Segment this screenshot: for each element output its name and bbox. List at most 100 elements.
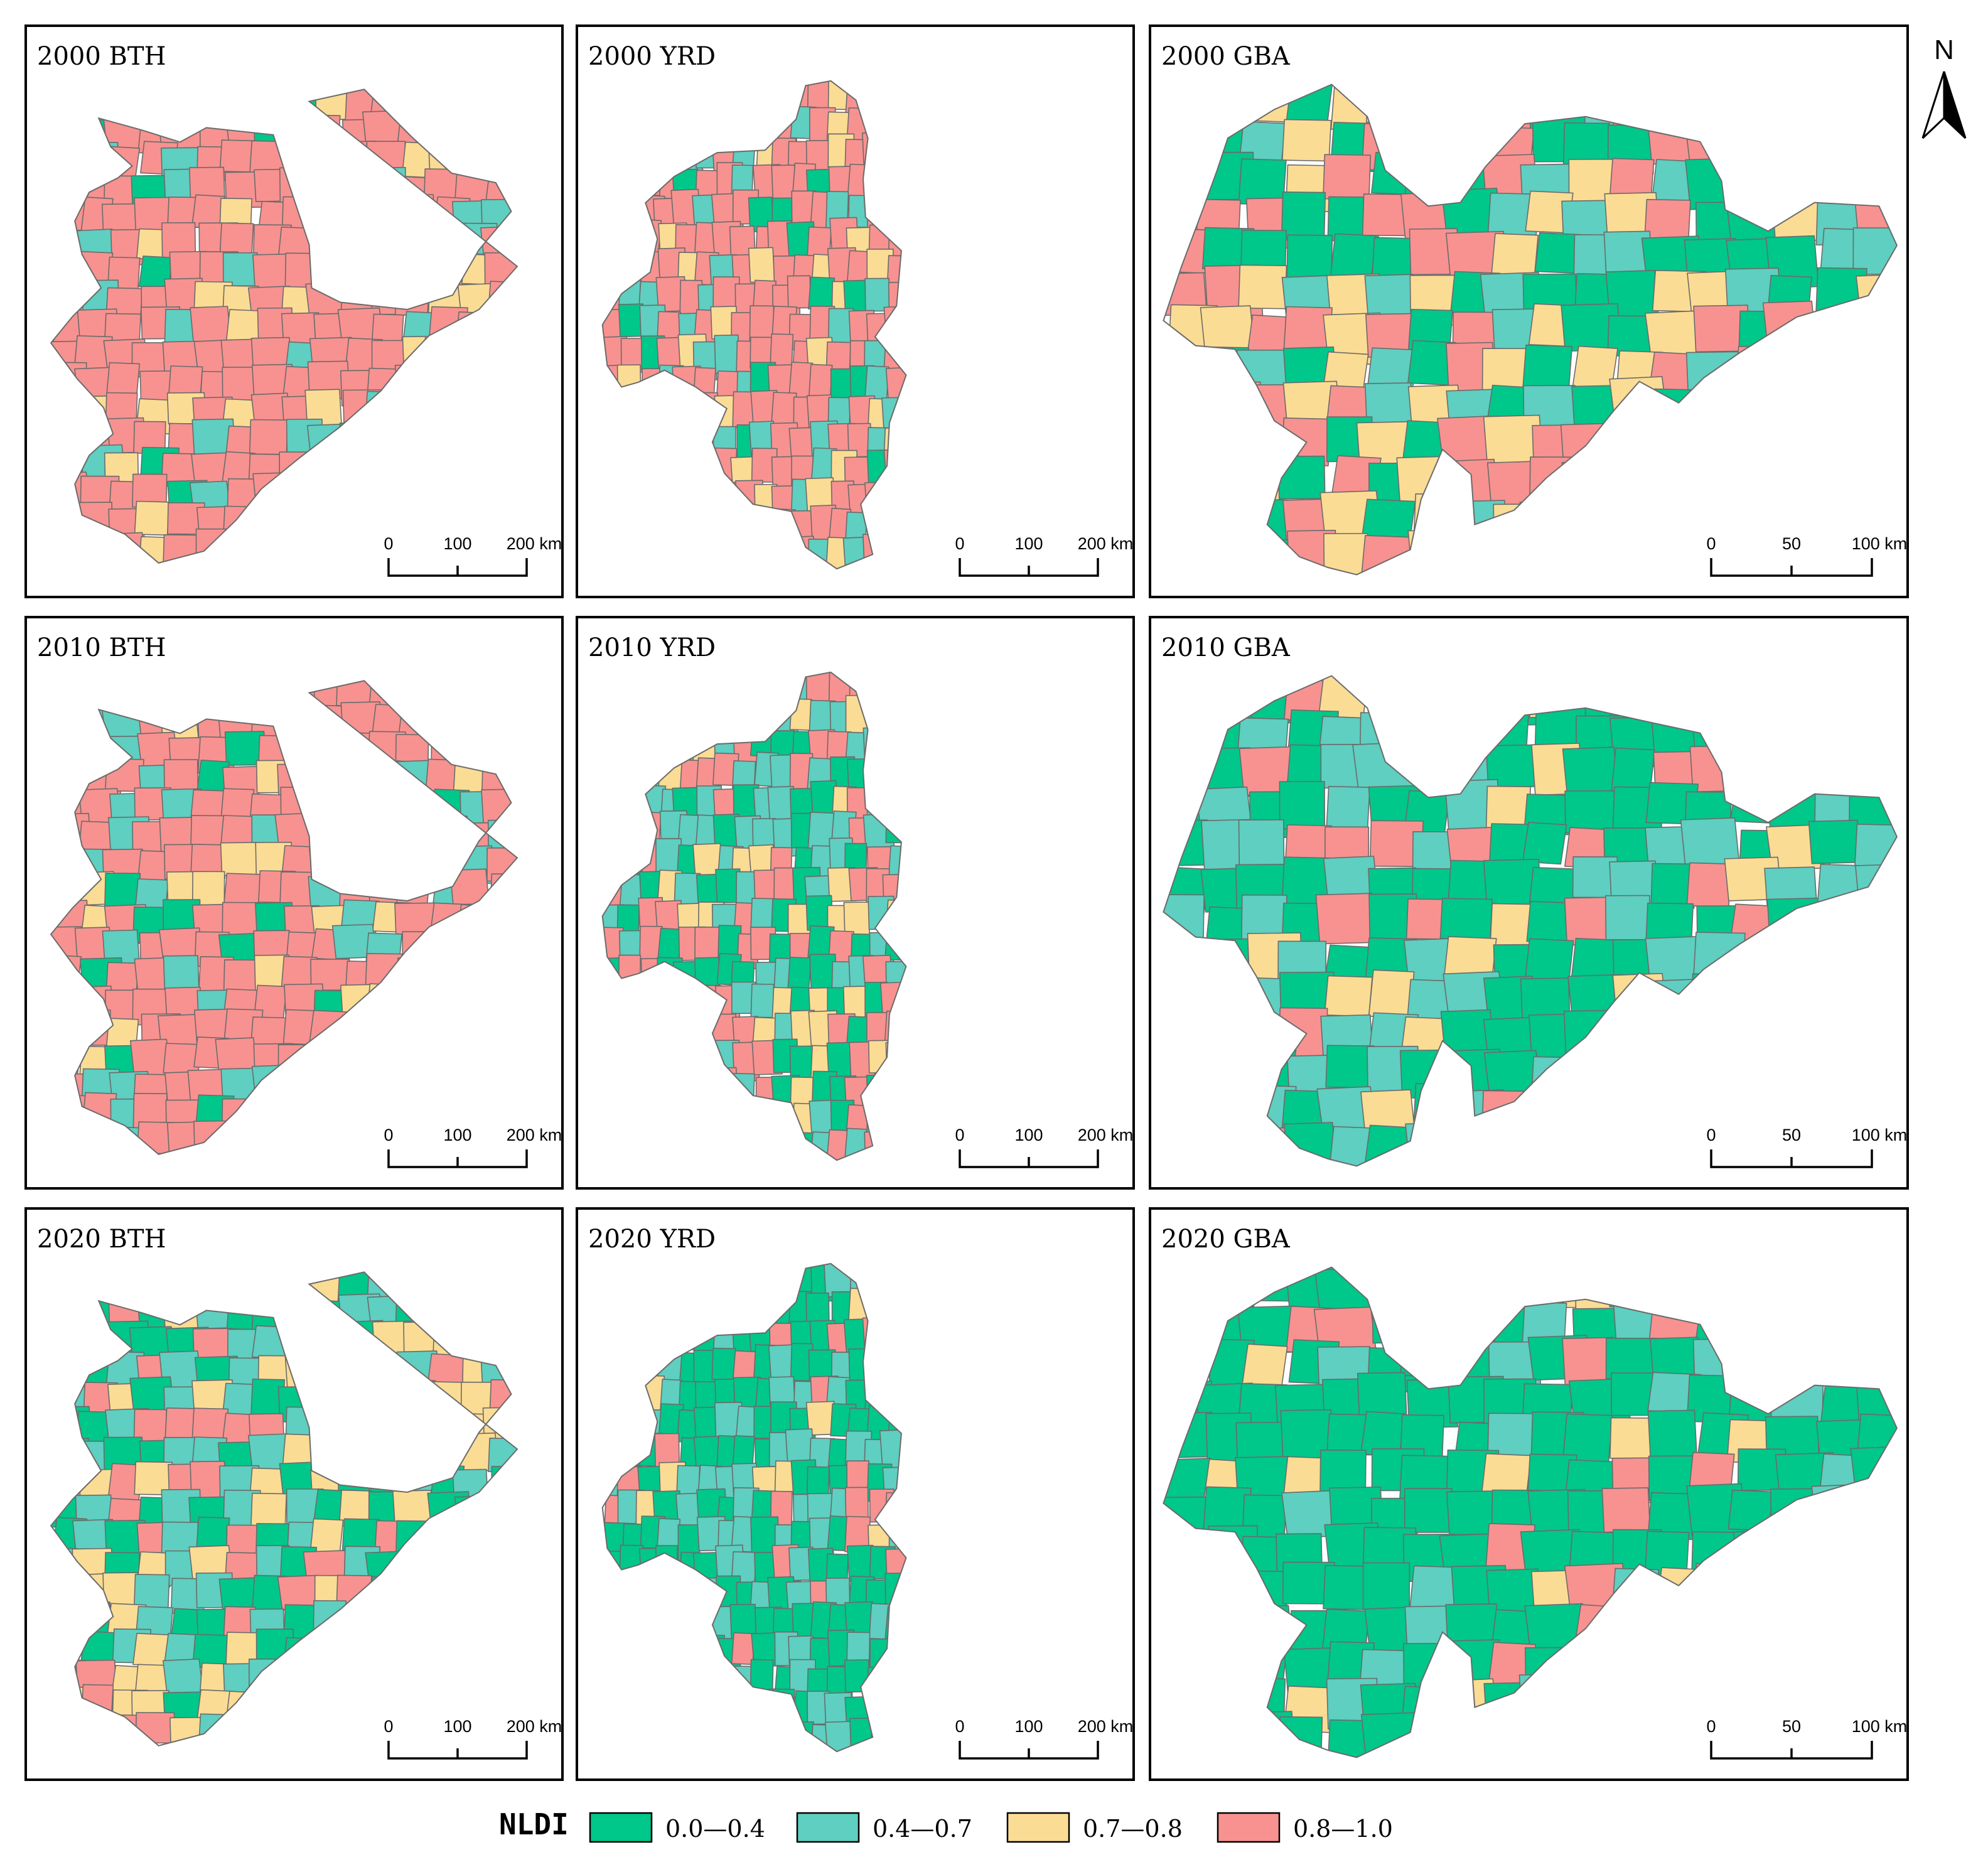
legend-label: 0.0—0.4 bbox=[665, 1815, 765, 1843]
north-arrow-left-icon bbox=[1921, 71, 1945, 139]
panel-title: 2020 BTH bbox=[37, 1225, 166, 1254]
district-polygon bbox=[1601, 1487, 1651, 1533]
district-polygon bbox=[1324, 975, 1373, 1017]
region-outline bbox=[601, 80, 907, 570]
district-polygon bbox=[847, 250, 871, 283]
district-polygon bbox=[808, 276, 835, 311]
scale-bar-line bbox=[1710, 1741, 1873, 1760]
scale-bar-line bbox=[387, 1149, 528, 1168]
panel-2020-yrd: 2020 YRD 0 100 200 km bbox=[576, 1207, 1135, 1781]
district-polygon bbox=[1281, 191, 1326, 241]
district-polygon bbox=[190, 306, 232, 345]
scale-bar-line bbox=[1710, 1149, 1873, 1168]
scale-bar: 0 100 200 km bbox=[955, 1126, 1134, 1168]
district-polygon bbox=[1445, 1603, 1499, 1647]
scale-bar-line bbox=[387, 558, 528, 577]
region-outline bbox=[1163, 83, 1898, 576]
panel-2000-gba: 2000 GBA 0 50 100 km bbox=[1149, 24, 1909, 598]
panel-title: 2000 BTH bbox=[37, 42, 166, 71]
region-outline bbox=[50, 1271, 518, 1746]
district-polygon bbox=[1534, 232, 1581, 274]
district-polygon bbox=[1242, 1343, 1288, 1389]
district-polygon bbox=[693, 1436, 721, 1470]
panel-2000-yrd: 2000 YRD 0 100 200 km bbox=[576, 24, 1135, 598]
legend-swatch bbox=[589, 1812, 653, 1843]
scale-bar-label: 100 bbox=[1014, 534, 1043, 553]
scale-bar-label: 100 km bbox=[1852, 534, 1908, 553]
district-polygon bbox=[1200, 305, 1255, 353]
district-polygon bbox=[748, 247, 775, 283]
district-polygon bbox=[1439, 898, 1493, 940]
district-polygon bbox=[220, 788, 255, 820]
district-polygon bbox=[787, 275, 812, 309]
district-polygon bbox=[1686, 862, 1733, 908]
district-polygon bbox=[1362, 1562, 1410, 1610]
scale-bar-label: 50 bbox=[1782, 534, 1801, 553]
legend-title: NLDI bbox=[499, 1807, 569, 1841]
scale-bar-label: 200 km bbox=[507, 534, 562, 553]
region-outline bbox=[1163, 1266, 1898, 1758]
north-arrow: N bbox=[1921, 35, 1967, 139]
legend-item-1: 0.4—0.7 bbox=[796, 1812, 972, 1843]
scale-bar-label: 200 km bbox=[507, 1126, 562, 1144]
scale-bar: 0 100 200 km bbox=[384, 1717, 562, 1760]
scale-bar-line bbox=[959, 1741, 1099, 1760]
panel-title: 2020 GBA bbox=[1161, 1225, 1291, 1254]
district-polygon bbox=[1644, 198, 1691, 243]
region-outline bbox=[601, 671, 907, 1161]
region-outline bbox=[601, 1262, 907, 1753]
district-polygon bbox=[714, 334, 740, 374]
district-polygon bbox=[864, 277, 890, 312]
legend-swatch bbox=[1217, 1812, 1281, 1843]
panel-title: 2000 YRD bbox=[588, 42, 716, 71]
district-polygon bbox=[220, 842, 259, 876]
scale-bar-label: 100 km bbox=[1852, 1126, 1908, 1144]
district-polygon bbox=[104, 873, 141, 910]
district-polygon bbox=[163, 955, 200, 991]
region-outline bbox=[50, 680, 518, 1155]
scale-bar-label: 0 bbox=[384, 1717, 393, 1736]
district-polygon bbox=[1562, 746, 1619, 795]
scale-bar-line bbox=[1710, 558, 1873, 577]
panel-2020-gba: 2020 GBA 0 50 100 km bbox=[1149, 1207, 1909, 1781]
scale-bar: 0 100 200 km bbox=[384, 534, 562, 577]
district-polygon bbox=[711, 1347, 736, 1380]
district-polygon bbox=[163, 759, 199, 792]
scale-bar-label: 200 km bbox=[1078, 1126, 1134, 1144]
scale-bar-line bbox=[387, 1741, 528, 1760]
district-polygon bbox=[1605, 895, 1651, 940]
scale-bar-label: 0 bbox=[955, 1126, 964, 1144]
scale-bar-line bbox=[959, 1149, 1099, 1168]
district-polygon bbox=[134, 500, 170, 536]
district-polygon bbox=[1286, 234, 1333, 281]
district-polygon bbox=[106, 362, 141, 397]
district-polygon bbox=[1325, 1045, 1375, 1089]
scale-bar: 0 100 200 km bbox=[384, 1126, 562, 1168]
region-outline bbox=[1163, 675, 1898, 1167]
district-polygon bbox=[249, 419, 288, 455]
scale-bar-label: 0 bbox=[1706, 534, 1716, 553]
panel-title: 2010 GBA bbox=[1161, 633, 1291, 662]
scale-bar-label: 200 km bbox=[507, 1717, 562, 1736]
legend-label: 0.8—1.0 bbox=[1293, 1815, 1393, 1843]
scale-bar-label: 100 bbox=[1014, 1126, 1043, 1144]
scale-bar-label: 0 bbox=[955, 1717, 964, 1736]
district-polygon bbox=[1361, 498, 1416, 541]
panel-title: 2010 YRD bbox=[588, 633, 716, 662]
north-arrow-label: N bbox=[1934, 35, 1954, 65]
district-polygon bbox=[1238, 264, 1287, 309]
panel-2010-yrd: 2010 YRD 0 100 200 km bbox=[576, 616, 1135, 1190]
scale-bar-line bbox=[959, 558, 1099, 577]
district-polygon bbox=[223, 959, 258, 994]
panel-2020-bth: 2020 BTH 0 100 200 km bbox=[24, 1207, 564, 1781]
legend-item-2: 0.7—0.8 bbox=[1006, 1812, 1183, 1843]
panel-title: 2000 GBA bbox=[1161, 42, 1291, 71]
district-polygon bbox=[787, 957, 812, 989]
district-polygon bbox=[1323, 154, 1372, 200]
north-arrow-right-icon bbox=[1943, 71, 1967, 139]
district-polygon bbox=[1315, 893, 1377, 945]
scale-bar-label: 0 bbox=[1706, 1126, 1716, 1144]
region-outline bbox=[50, 89, 518, 564]
district-polygon bbox=[1323, 533, 1369, 575]
district-polygon bbox=[1279, 781, 1326, 830]
